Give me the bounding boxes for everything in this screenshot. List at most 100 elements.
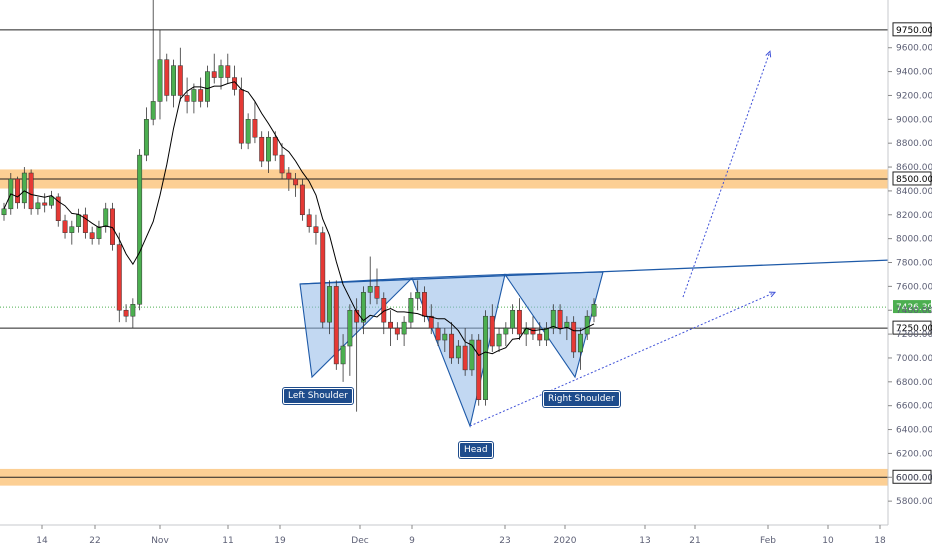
candle-body [171,65,176,96]
candle-body [374,286,380,299]
candle-body [28,172,34,210]
candle-body [184,95,190,102]
candle-body [130,304,136,317]
candle-body [177,65,183,96]
candle-body [279,154,285,174]
price-level-tag [892,320,932,335]
candle-body [422,292,427,317]
y-tick-label: 9600.00 [896,44,932,54]
projection-arrow-lower-head [768,291,777,298]
candle-body [89,232,95,239]
candle-body [299,184,305,216]
x-tick-label: 9 [409,536,415,546]
candle-body [69,226,75,233]
candle-body [225,65,231,78]
candle-body [266,136,271,162]
candle-body [103,208,109,227]
right-shoulder-label: Right Shoulder [543,391,620,407]
y-axis: 9750.00 8500.00 7250.00 6000.00 7426.39 5800.… [887,0,932,525]
candle-body [415,292,421,299]
y-tick-label: 6400.00 [896,426,932,436]
pattern-left-shoulder [299,277,414,379]
candle-body [252,119,258,138]
candle-body [218,65,224,78]
candle-body [388,321,394,329]
candle-body [272,136,278,156]
candle-body [55,196,61,221]
y-tick-label: 7400.00 [896,306,932,316]
y-tick-label: 5800.00 [896,497,932,507]
candle-body [449,333,455,359]
price-level-tag [892,171,932,186]
projection-arrow-upper-head [765,50,772,58]
candle-body [571,321,577,353]
price-level-tag-text: 9750.00 [896,26,932,36]
y-tick-label: 8000.00 [896,235,932,245]
y-tick-label: 8600.00 [896,163,932,173]
x-tick-label: 21 [689,536,700,546]
candle-body [462,345,468,371]
neckline [299,259,889,285]
candle-body [442,333,448,341]
candle-body [591,304,597,317]
y-tick-label: 6200.00 [896,449,932,459]
candle-body [516,309,522,335]
candle-body [62,220,68,233]
candle-body [544,327,549,341]
y-tick-label: 6800.00 [896,378,932,388]
y-tick-label: 9000.00 [896,115,932,125]
candle-body [428,315,434,329]
price-level-tag-text: 6000.00 [896,473,932,483]
projection-arrows [469,50,777,427]
candle-body [476,339,482,400]
candle-body [245,119,251,144]
x-tick-label: Feb [760,536,776,546]
y-tick-label: 9200.00 [896,91,932,101]
candle-body [21,172,27,204]
candle-body [164,59,170,96]
candle-body [557,309,563,329]
x-tick-label: 2020 [554,536,577,546]
y-tick-label: 8800.00 [896,139,932,149]
candle-body [340,345,346,365]
candle-body [76,214,82,227]
candle-body [564,321,570,329]
price-level-tag [892,469,932,484]
candle-body [191,89,197,102]
moving-average [3,81,595,357]
price-level-tag [892,22,932,37]
y-tick-label: 8200.00 [896,211,932,221]
y-tick-label: 9400.00 [896,68,932,78]
candles [1,0,597,412]
candle-body [503,327,509,335]
candle-body [347,309,353,347]
candle-body [577,333,583,353]
candle-body [510,309,516,329]
candle-body [15,178,21,204]
candle-body [42,202,48,206]
x-tick-label: 13 [639,536,650,546]
candle-body [238,89,244,144]
x-tick-label: Nov [151,536,169,546]
candle-body [211,71,217,78]
x-tick-label: 19 [274,536,286,546]
candle-body [306,214,312,227]
candle-body [143,119,149,156]
candle-body [408,298,414,323]
projection-arrow-upper [682,51,771,298]
candle-body [455,345,461,359]
candle-body [537,333,543,341]
current-price-tag [893,300,931,314]
candle-body [394,327,400,335]
candle-body [320,232,326,323]
candle-body [360,292,366,323]
candle-body [259,136,265,162]
y-tick-label: 6600.00 [896,402,932,412]
x-axis: 14 22 Nov 11 19 Dec 9 23 2020 13 21 Feb 10 18 [0,524,888,546]
candle-body [82,214,88,233]
y-tick-label: 7000.00 [896,354,932,364]
x-tick-label: 18 [874,536,886,546]
candle-body [137,154,143,305]
candle-body [327,286,332,323]
